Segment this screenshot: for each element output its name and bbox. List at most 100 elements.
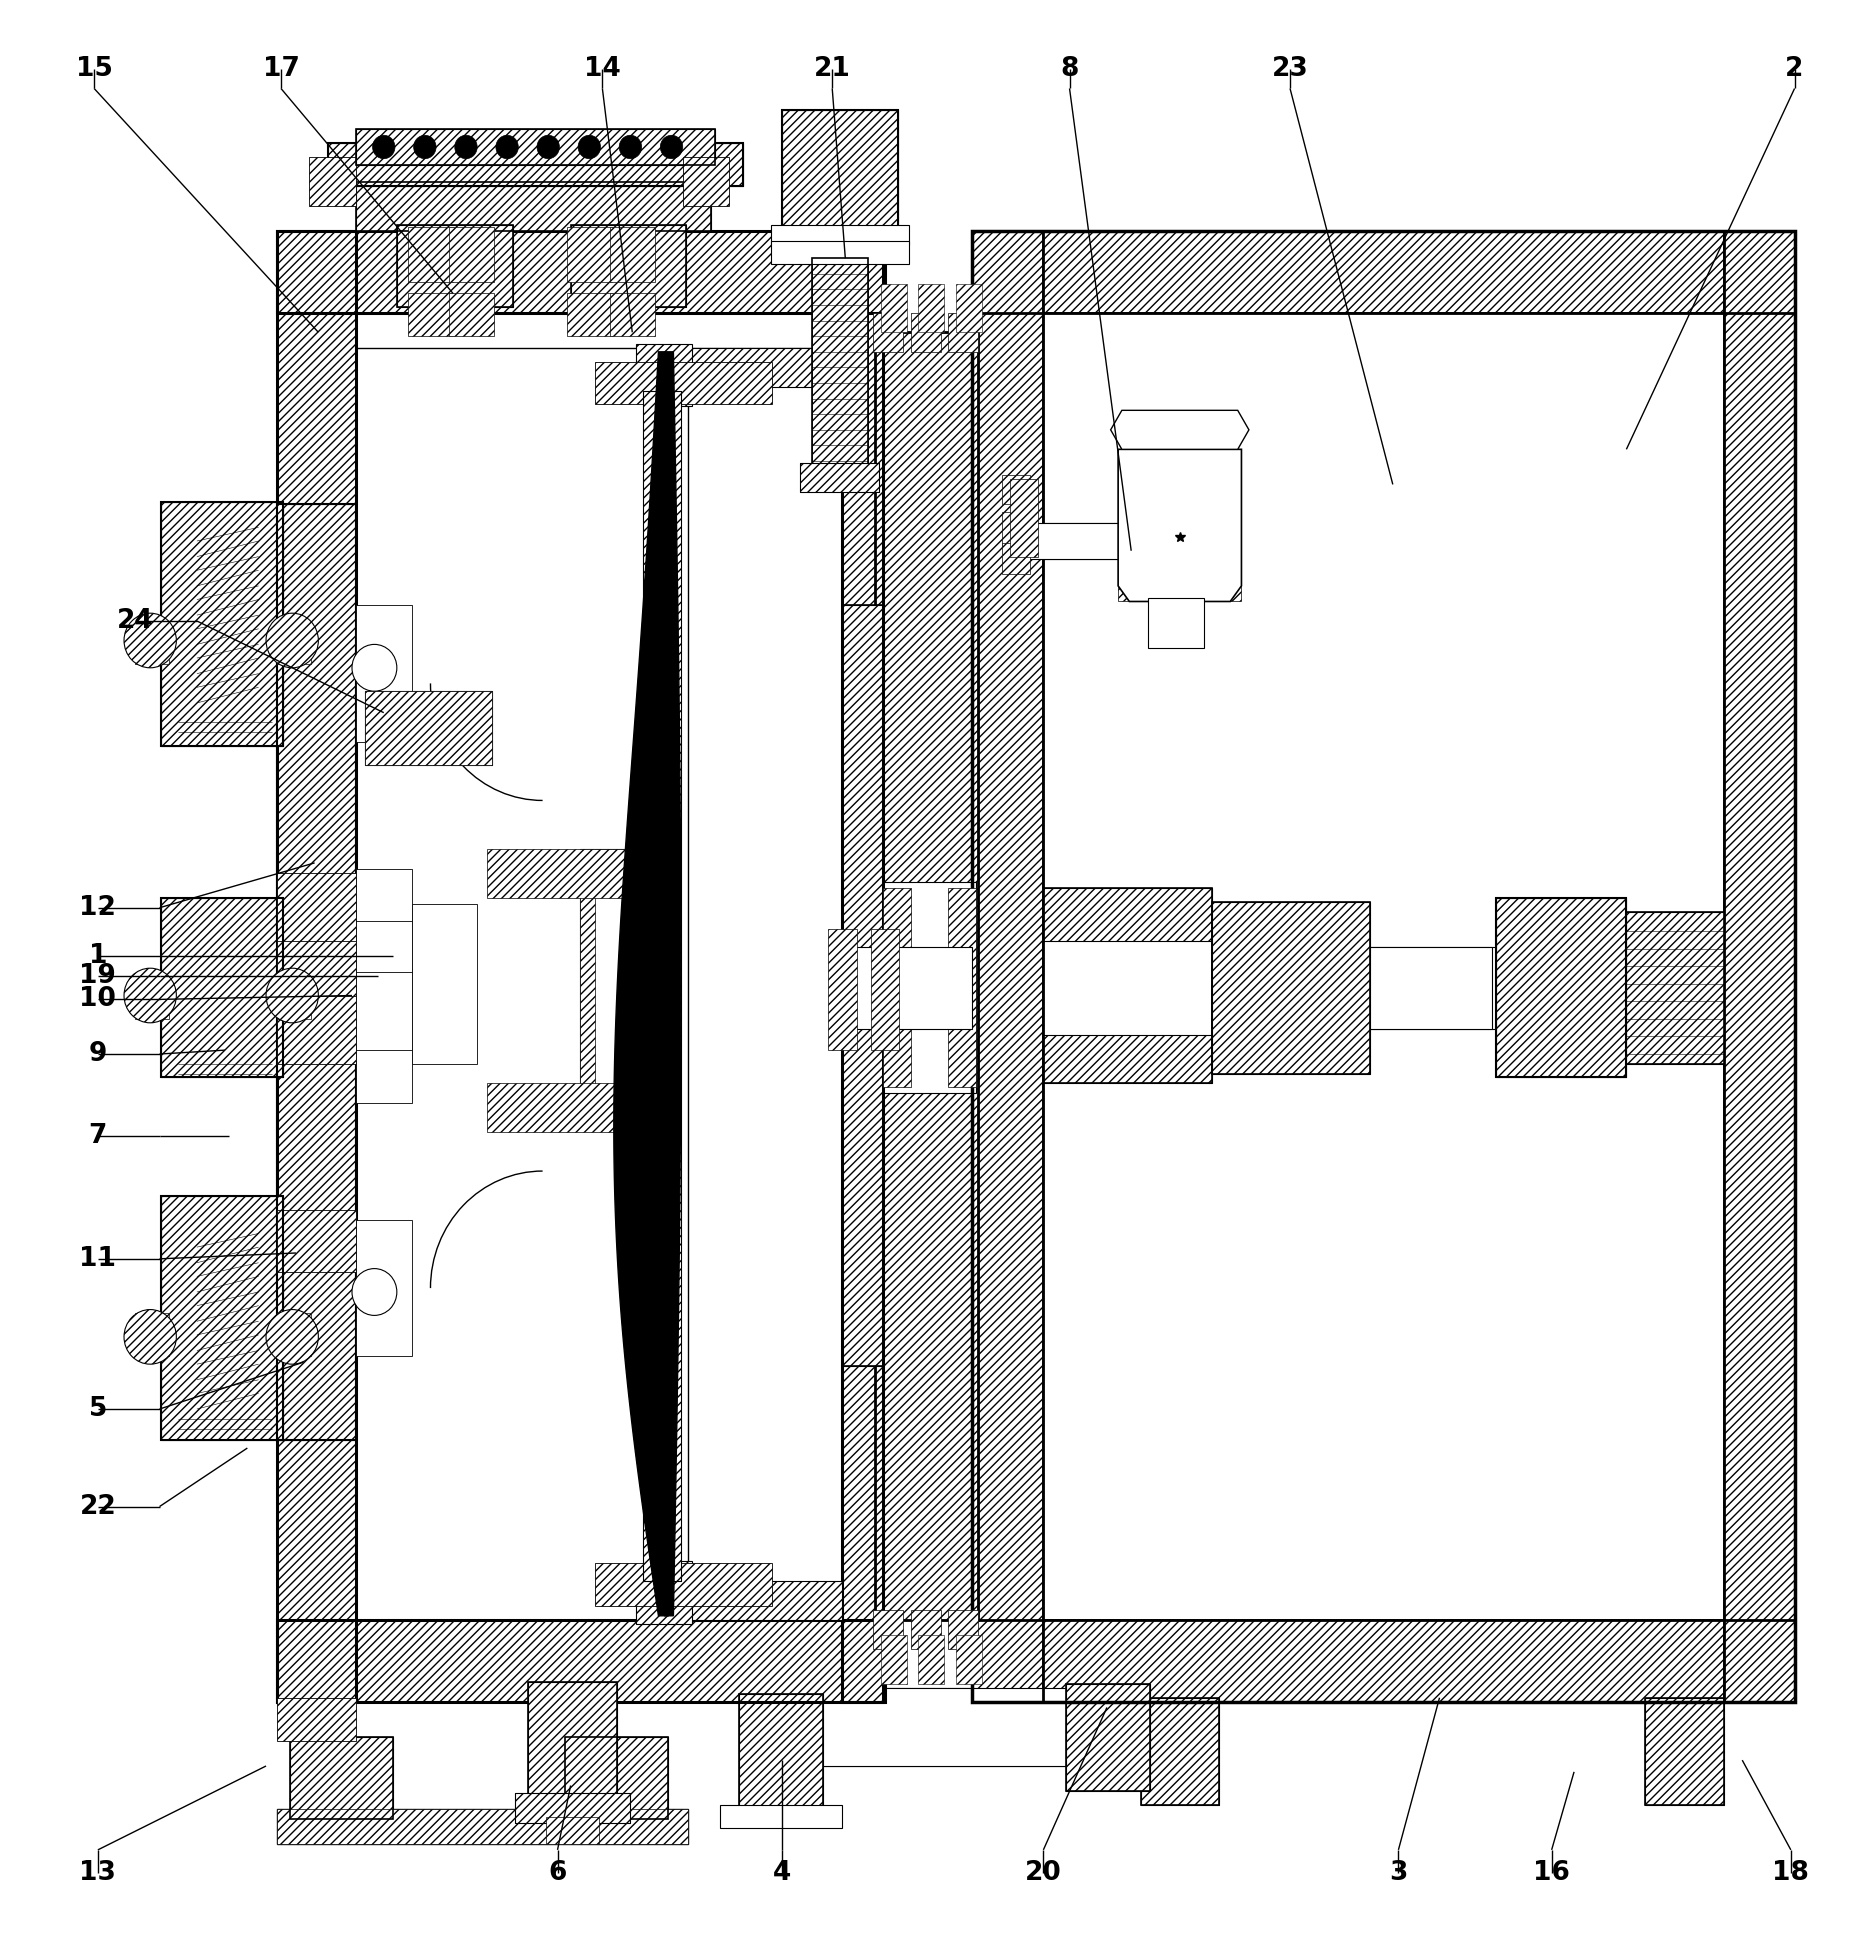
Circle shape — [537, 135, 559, 158]
Bar — [365, 691, 492, 765]
Bar — [161, 898, 282, 1078]
Bar — [972, 1620, 1795, 1702]
Circle shape — [123, 968, 176, 1023]
Bar — [683, 156, 729, 205]
Bar — [277, 1210, 355, 1273]
Circle shape — [619, 135, 641, 158]
Bar — [396, 224, 512, 306]
Circle shape — [413, 135, 436, 158]
Bar — [911, 1610, 941, 1649]
Text: 23: 23 — [1272, 57, 1309, 82]
Bar — [873, 312, 903, 351]
Bar — [1043, 941, 1212, 1035]
Bar — [355, 347, 645, 1620]
Text: 14: 14 — [583, 57, 621, 82]
Bar — [610, 293, 654, 336]
Bar — [567, 226, 611, 281]
Bar — [514, 1794, 630, 1823]
Bar — [972, 230, 1795, 312]
Bar — [1212, 902, 1371, 1074]
Bar — [1118, 449, 1242, 601]
Bar — [1627, 912, 1724, 1064]
Circle shape — [496, 135, 518, 158]
Bar — [770, 240, 909, 264]
Bar — [972, 230, 1795, 312]
Bar — [875, 332, 978, 1620]
Bar — [645, 347, 842, 386]
Bar — [842, 230, 883, 1702]
Circle shape — [266, 1310, 318, 1364]
Bar — [355, 869, 411, 1103]
Bar — [1627, 912, 1724, 1064]
Bar — [918, 283, 944, 332]
Bar — [1043, 888, 1212, 1083]
Bar — [355, 605, 411, 742]
Text: 4: 4 — [772, 1860, 791, 1886]
Circle shape — [266, 968, 318, 1023]
Bar — [782, 109, 898, 230]
Bar — [411, 904, 477, 1064]
Text: 16: 16 — [1533, 1860, 1571, 1886]
Bar — [290, 1737, 393, 1819]
Bar — [449, 293, 494, 336]
Bar — [277, 230, 355, 1702]
Bar — [277, 1620, 885, 1702]
Bar — [948, 312, 978, 351]
Bar — [355, 182, 711, 230]
Bar — [1724, 230, 1795, 1702]
Bar — [972, 230, 1043, 1702]
Bar — [956, 283, 982, 332]
Bar — [277, 230, 885, 312]
Bar — [640, 849, 654, 1113]
Bar — [1002, 543, 1030, 574]
Bar — [277, 1810, 688, 1845]
Bar — [828, 929, 856, 1050]
Text: 13: 13 — [79, 1860, 116, 1886]
Bar — [972, 230, 1795, 1702]
Bar — [881, 1636, 907, 1685]
Bar — [580, 849, 654, 1113]
Bar — [812, 258, 868, 468]
Bar — [1010, 478, 1038, 556]
Text: 18: 18 — [1773, 1860, 1810, 1886]
Bar — [911, 312, 941, 351]
Text: 19: 19 — [79, 962, 116, 990]
Bar — [135, 976, 168, 1019]
Bar — [918, 1636, 944, 1685]
Bar — [785, 1688, 1085, 1767]
Bar — [408, 226, 453, 281]
Bar — [1043, 888, 1212, 1083]
Bar — [161, 502, 282, 746]
Bar — [565, 1737, 668, 1819]
Text: 17: 17 — [262, 57, 299, 82]
Bar — [1066, 1685, 1150, 1792]
Bar — [881, 283, 907, 332]
Bar — [1043, 312, 1724, 1620]
Bar — [161, 502, 282, 746]
Bar — [1646, 1698, 1724, 1806]
Bar — [277, 941, 355, 976]
Bar — [355, 129, 714, 164]
Bar — [1141, 1698, 1219, 1806]
Bar — [546, 1817, 598, 1845]
Bar — [565, 1737, 668, 1819]
Bar — [277, 996, 355, 1064]
Bar — [972, 230, 1043, 1702]
Bar — [688, 347, 842, 1620]
Bar — [873, 1610, 903, 1649]
Bar — [277, 1698, 355, 1741]
Polygon shape — [1118, 449, 1242, 601]
Text: 12: 12 — [79, 894, 116, 921]
Circle shape — [123, 1310, 176, 1364]
Bar — [277, 230, 885, 312]
Circle shape — [372, 135, 395, 158]
Bar — [135, 1314, 168, 1357]
Bar — [277, 504, 355, 1441]
Circle shape — [352, 644, 396, 691]
Bar — [1496, 898, 1627, 1078]
Bar — [277, 504, 355, 1441]
Bar — [636, 1575, 692, 1624]
Bar — [277, 976, 310, 1019]
Bar — [595, 361, 772, 404]
Bar — [580, 849, 595, 1113]
